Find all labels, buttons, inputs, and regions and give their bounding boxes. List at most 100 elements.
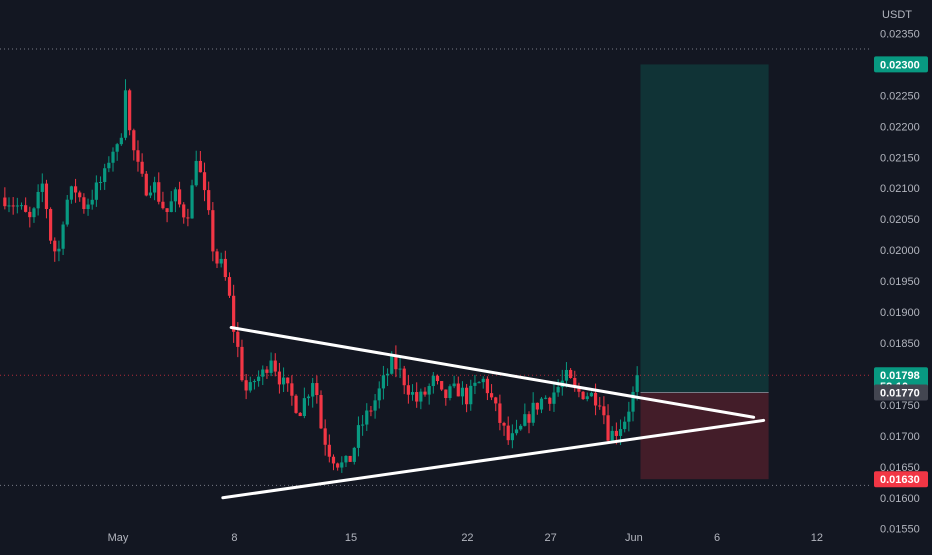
candle-body [123, 90, 128, 138]
candle-body [82, 197, 86, 210]
candle-body [577, 387, 581, 392]
x-tick-label: 8 [231, 532, 237, 544]
trendline-support[interactable] [221, 418, 766, 500]
candle-body [19, 205, 24, 207]
candle-body [86, 204, 90, 210]
candle-body [111, 151, 115, 163]
y-tick-label: 0.02350 [880, 28, 920, 40]
candle-body [311, 383, 315, 397]
candle-body [427, 386, 431, 395]
candle-body [298, 412, 302, 417]
candle-body [385, 373, 390, 376]
candle-body [7, 205, 11, 207]
candle-body [190, 185, 194, 219]
candle-body [173, 189, 178, 202]
candle-body [452, 383, 456, 387]
candle-body [593, 392, 598, 406]
candle-body [456, 383, 460, 397]
price-badge-value: 0.01770 [880, 388, 920, 400]
candle-body [186, 217, 190, 219]
candle-body [315, 383, 319, 396]
x-tick-label: 6 [714, 532, 720, 544]
candle-body [365, 410, 369, 425]
candle-body [610, 430, 614, 441]
price-lines [0, 48, 870, 486]
candles [3, 79, 639, 473]
candle-body [107, 162, 111, 169]
price-badge [874, 56, 928, 73]
candle-body [614, 430, 618, 436]
candle-body [589, 392, 594, 397]
candle-body [302, 398, 306, 417]
candle-body [489, 393, 494, 398]
candle-body [573, 377, 577, 388]
candle-body [423, 391, 427, 395]
x-tick-label: Jun [625, 532, 643, 544]
candle-body [223, 258, 227, 278]
candle-body [535, 402, 539, 410]
candle-body [269, 360, 273, 373]
candle-body [548, 397, 552, 404]
price-badge-value: 0.01798 [880, 370, 920, 382]
candle-body [32, 208, 36, 218]
trendline-resistance[interactable] [229, 326, 756, 419]
candle-body [465, 387, 469, 405]
candle-body [115, 144, 119, 152]
target-zone[interactable] [640, 64, 769, 393]
candle-body [248, 382, 252, 391]
candle-body [11, 205, 15, 207]
candle-body [485, 378, 490, 394]
candle-body [294, 395, 298, 413]
candle-body [419, 391, 423, 402]
candle-body [57, 248, 61, 252]
candle-body [227, 277, 232, 296]
candle-body [194, 160, 198, 186]
candle-body [623, 421, 627, 430]
candle-body [119, 137, 123, 145]
candle-body [356, 425, 361, 448]
candle-body [144, 173, 148, 196]
candle-body [373, 400, 377, 411]
trendlines[interactable] [221, 326, 766, 500]
candle-body [494, 397, 498, 404]
candle-body [128, 90, 132, 131]
candle-body [581, 391, 585, 400]
price-axis[interactable]: USDT 0.02350 0.02300 0.02250 0.02200 0.02150 0… [870, 0, 932, 550]
candle-body [444, 389, 448, 399]
candle-body [606, 415, 610, 441]
candle-body [277, 371, 282, 385]
y-tick-label: 0.02200 [880, 121, 920, 133]
candle-body [177, 189, 182, 205]
candle-body [631, 391, 635, 412]
time-axis-bg [0, 522, 870, 550]
candle-body [552, 392, 556, 404]
y-tick-label: 0.01850 [880, 338, 920, 350]
candle-body [460, 387, 465, 397]
candle-body [265, 369, 269, 373]
candle-body [635, 375, 639, 392]
candle-body [344, 455, 348, 463]
candle-body [627, 411, 631, 422]
y-tick-label: 0.01700 [880, 431, 920, 443]
price-badge-value: 0.01630 [880, 474, 920, 486]
x-tick-label: May [108, 532, 129, 544]
candle-body [477, 382, 481, 384]
candle-body [506, 425, 510, 441]
candle-body [527, 414, 531, 423]
time-axis[interactable]: May 8 15 22 27 Jun 6 12 [0, 522, 870, 550]
candle-body [40, 183, 44, 192]
candle-body [306, 396, 311, 399]
candle-body [402, 368, 406, 386]
candle-body [211, 210, 215, 252]
candle-body [473, 382, 477, 386]
candle-body [182, 204, 186, 218]
y-tick-label: 0.01600 [880, 493, 920, 505]
candle-body [273, 360, 277, 372]
candle-body [207, 190, 211, 211]
candle-body [219, 258, 223, 264]
candle-body [28, 211, 32, 218]
candle-body [498, 403, 502, 423]
candle-body [98, 182, 103, 184]
